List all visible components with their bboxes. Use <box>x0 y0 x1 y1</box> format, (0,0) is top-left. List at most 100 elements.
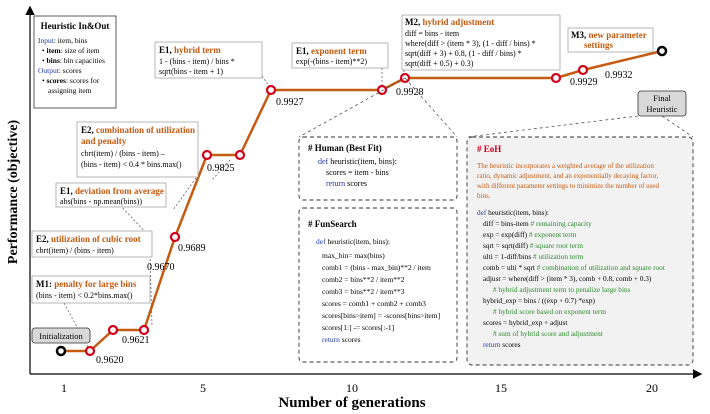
x-axis-label: Number of generations <box>278 395 425 411</box>
eoh-title: # EoH <box>477 144 501 154</box>
marker <box>577 64 589 76</box>
e2-comb-code2: (bins - item) < 0.4 * bins.max() <box>81 160 182 169</box>
human-line3: return scores <box>326 179 367 188</box>
heuristic-inout-box: Heuristic In&Out Input: item, bins • ite… <box>33 15 117 109</box>
marker <box>376 84 388 96</box>
marker <box>84 345 96 357</box>
eoh-c7c: # hybrid score based on exponent term <box>493 307 606 316</box>
value-label: 0.9928 <box>396 87 424 98</box>
fs-line5: comb3 = bins**2 / item**3 <box>322 287 405 296</box>
marker <box>265 84 277 96</box>
y-axis-label: Performance (objective) <box>6 120 21 265</box>
x-tick-5: 5 <box>200 381 206 395</box>
eoh-c5: comb = ulti * sqrt # combination of util… <box>483 263 665 272</box>
value-label: 0.9689 <box>178 243 206 254</box>
fs-line9: return scores <box>322 335 361 344</box>
fs-line1: def heuristic(item, bins): <box>316 237 390 246</box>
value-label: 0.9929 <box>570 77 598 88</box>
x-tick-10: 10 <box>346 381 358 395</box>
marker <box>138 324 150 336</box>
eoh-c8c: # sum of hybrid score and adjustment <box>493 329 603 338</box>
human-code-box: # Human (Best Fit) def heuristic(item, b… <box>298 136 458 201</box>
human-line1: def heuristic(item, bins): <box>318 157 397 166</box>
annotation-m3: M3, new parameter settings <box>567 27 654 53</box>
input-item: • item: size of item <box>42 46 100 55</box>
eoh-c6: adjust = where(diff > (item * 3), comb +… <box>483 274 652 283</box>
annotation-e1-exponent: E1, exponent term exp(-(bins - item)**2) <box>291 42 389 69</box>
fs-line7: scores[bins>item] = -scores[bins>item] <box>322 311 440 320</box>
m2-code2: where(diff > (item * 3), (1 - diff / bin… <box>405 39 536 48</box>
value-label: 0.9620 <box>96 355 124 366</box>
annotation-e1-hybrid: E1, hybrid term 1 - (bins - item) / bins… <box>154 41 263 79</box>
fs-line2: max_bin= max(bins) <box>322 251 385 260</box>
e1-deviation-title: E1, deviation from average <box>60 186 164 196</box>
m2-code1: diff = bins - item <box>405 29 460 38</box>
eoh-c2: exp = exp(diff) # exponent term <box>483 230 577 239</box>
e1-hybrid-title: E1, hybrid term <box>159 45 221 55</box>
e1-exp-code: exp(-(bins - item)**2) <box>296 57 367 66</box>
eoh-code-box: # EoH The heuristic incorporates a weigh… <box>466 136 694 366</box>
output-cont: assigning item <box>48 86 92 95</box>
final-label-2: Heuristic <box>646 104 677 114</box>
annotation-m1: M1: penalty for large bins (bins - item)… <box>31 275 151 304</box>
final-heuristic-box: Final Heuristic <box>637 90 687 117</box>
e2-comb-code1: cbrt(item) / (bins - item) – <box>81 149 166 158</box>
annotation-e2-combination: E2, combination of utilization and penal… <box>76 121 199 178</box>
x-tick-20: 20 <box>646 381 658 395</box>
output-item: • scores: scores for <box>42 76 100 85</box>
funsearch-code-box: # FunSearch def heuristic(item, bins): m… <box>298 207 458 363</box>
initialization-label: Initialization <box>39 331 83 341</box>
m2-code3: sqrt(diff + 3) + 0.8, (1 - diff / bins) … <box>405 49 522 58</box>
value-label: 0.9825 <box>207 163 235 174</box>
fs-line8: scores[1:] -= scores[:-1] <box>322 323 394 332</box>
input-bins: • bins: bin capacities <box>42 56 105 65</box>
m1-title: M1: penalty for large bins <box>36 279 137 289</box>
eoh-desc3: with different parameter settings to min… <box>477 182 660 190</box>
final-label-1: Final <box>653 93 671 103</box>
fs-line3: comb1 = (bins - max_bin)**2 / item <box>322 263 431 272</box>
e2-cubic-title: E2, utilization of cubic root <box>36 234 141 244</box>
marker-end <box>656 45 668 57</box>
value-label: 0.9670 <box>147 262 175 273</box>
marker <box>107 324 119 336</box>
eoh-c4: ulti = 1-diff/bins # utilization term <box>483 252 584 261</box>
input-line: Input: item, bins <box>38 36 87 45</box>
marker-start <box>55 345 67 357</box>
x-tick-1: 1 <box>61 381 67 395</box>
marker <box>201 149 213 161</box>
value-label: 0.9927 <box>276 97 304 108</box>
funsearch-title: # FunSearch <box>308 219 357 229</box>
marker <box>169 231 181 243</box>
fs-line6: scores = comb1 + comb2 + comb3 <box>322 299 426 308</box>
value-label: 0.9932 <box>605 70 633 81</box>
e1-deviation-code: abs(bins - np.mean(bins)) <box>60 197 142 206</box>
m3-title: M3, new parameter <box>571 30 647 40</box>
e2-comb-title: E2, combination of utilization <box>81 125 195 135</box>
marker <box>550 72 562 84</box>
m2-code4: sqrt(diff + 0.5) + 0.3) <box>405 59 474 68</box>
callout-connectors <box>298 77 694 138</box>
markers <box>55 45 668 357</box>
eoh-c8: scores = hybrid_exp + adjust <box>483 318 567 327</box>
eoh-c7: hybrid_exp = bins / ((exp + 0.7) *exp) <box>483 296 596 305</box>
output-line: Output: scores <box>38 66 82 75</box>
inout-title: Heuristic In&Out <box>41 21 110 31</box>
e1-exp-title: E1, exponent term <box>296 46 367 56</box>
eoh-desc4: bins. <box>477 192 491 200</box>
eoh-def: def heuristic(item, bins): <box>477 208 549 217</box>
eoh-c3: sqrt = sqrt(diff) # square root term <box>483 241 583 250</box>
e2-comb-title2: and penalty <box>81 136 127 146</box>
annotation-e1-deviation: E1, deviation from average abs(bins - np… <box>55 182 167 208</box>
x-tick-15: 15 <box>495 381 507 395</box>
eoh-ret: return scores <box>483 340 521 349</box>
annotation-e2-cubic: E2, utilization of cubic root cbrt(item)… <box>31 230 153 258</box>
human-line2: scores = item - bins <box>326 168 389 177</box>
m2-title: M2, hybrid adjustment <box>405 17 494 27</box>
e1-hybrid-code2: sqrt(bins - item + 1) <box>159 67 223 76</box>
m1-code: (bins - item) < 0.2*bins.max() <box>36 291 133 300</box>
eoh-c1: diff = bins-item # remaining capacity <box>483 219 592 228</box>
e2-cubic-code: cbrt(item) / (bins - item) <box>36 246 114 255</box>
marker <box>234 149 246 161</box>
annotation-m2: M2, hybrid adjustment diff = bins - item… <box>401 14 561 71</box>
